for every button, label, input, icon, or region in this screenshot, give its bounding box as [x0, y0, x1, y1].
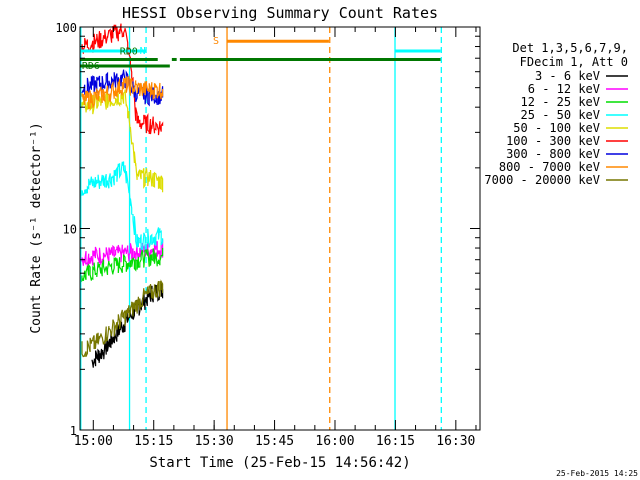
y-axis-label: Count Rate (s⁻¹ detector⁻¹) — [29, 122, 44, 333]
series-line-5 — [81, 89, 164, 193]
series-line-6 — [81, 23, 164, 136]
legend-header-line-1: Det 1,3,5,6,7,9, — [512, 41, 628, 55]
axis-ticks: 1 10 100 15:00 15:15 15:30 15:45 16:00 16:15 16:3… — [55, 21, 480, 449]
flag-label-4: RD0 — [120, 46, 138, 57]
legend-label-4: 25 - 50 keV — [521, 108, 600, 122]
series-line-3 — [81, 245, 164, 283]
legend-label-2: 6 - 12 keV — [528, 82, 600, 96]
flag-bars: N S RD0 RD6 — [80, 36, 441, 72]
legend-label-6: 100 - 300 keV — [506, 134, 600, 148]
series-line-4 — [81, 161, 164, 251]
x-tick-label-7: 16:30 — [436, 434, 475, 449]
legend-label-5: 50 - 100 keV — [513, 121, 600, 135]
flag-label-7: RD6 — [82, 61, 100, 72]
series-line-7 — [81, 69, 164, 107]
x-tick-label-3: 15:30 — [195, 434, 234, 449]
legend-label-3: 12 - 25 keV — [521, 95, 600, 109]
series-line-9 — [81, 279, 164, 358]
x-tick-label-4: 15:45 — [255, 434, 294, 449]
x-axis-label: Start Time (25-Feb-15 14:56:42) — [149, 455, 410, 471]
vertical-lines — [80, 27, 442, 430]
legend-label-7: 300 - 800 keV — [506, 147, 600, 161]
x-tick-label-5: 16:00 — [315, 434, 354, 449]
series-line-2 — [81, 239, 164, 267]
footer-date: 25-Feb-2015 14:25 — [556, 469, 638, 478]
series-group — [81, 23, 164, 368]
x-tick-label-2: 15:15 — [134, 434, 173, 449]
legend-label-1: 3 - 6 keV — [535, 69, 600, 83]
x-tick-label-1: 15:00 — [74, 434, 113, 449]
chart-title: HESSI Observing Summary Count Rates — [122, 4, 438, 22]
flag-label-1: N — [140, 46, 146, 57]
flag-label-3: S — [213, 36, 219, 47]
y-tick-label-2: 10 — [63, 223, 77, 237]
x-tick-label-6: 16:15 — [376, 434, 415, 449]
series-line-8 — [81, 75, 164, 110]
legend-header-line-2: FDecim 1, Att 0 — [520, 55, 628, 69]
legend-label-9: 7000 - 20000 keV — [484, 173, 600, 187]
y-tick-label-3: 100 — [55, 21, 77, 35]
y-tick-label-1: 1 — [70, 424, 77, 438]
legend-label-8: 800 - 7000 keV — [499, 160, 600, 174]
